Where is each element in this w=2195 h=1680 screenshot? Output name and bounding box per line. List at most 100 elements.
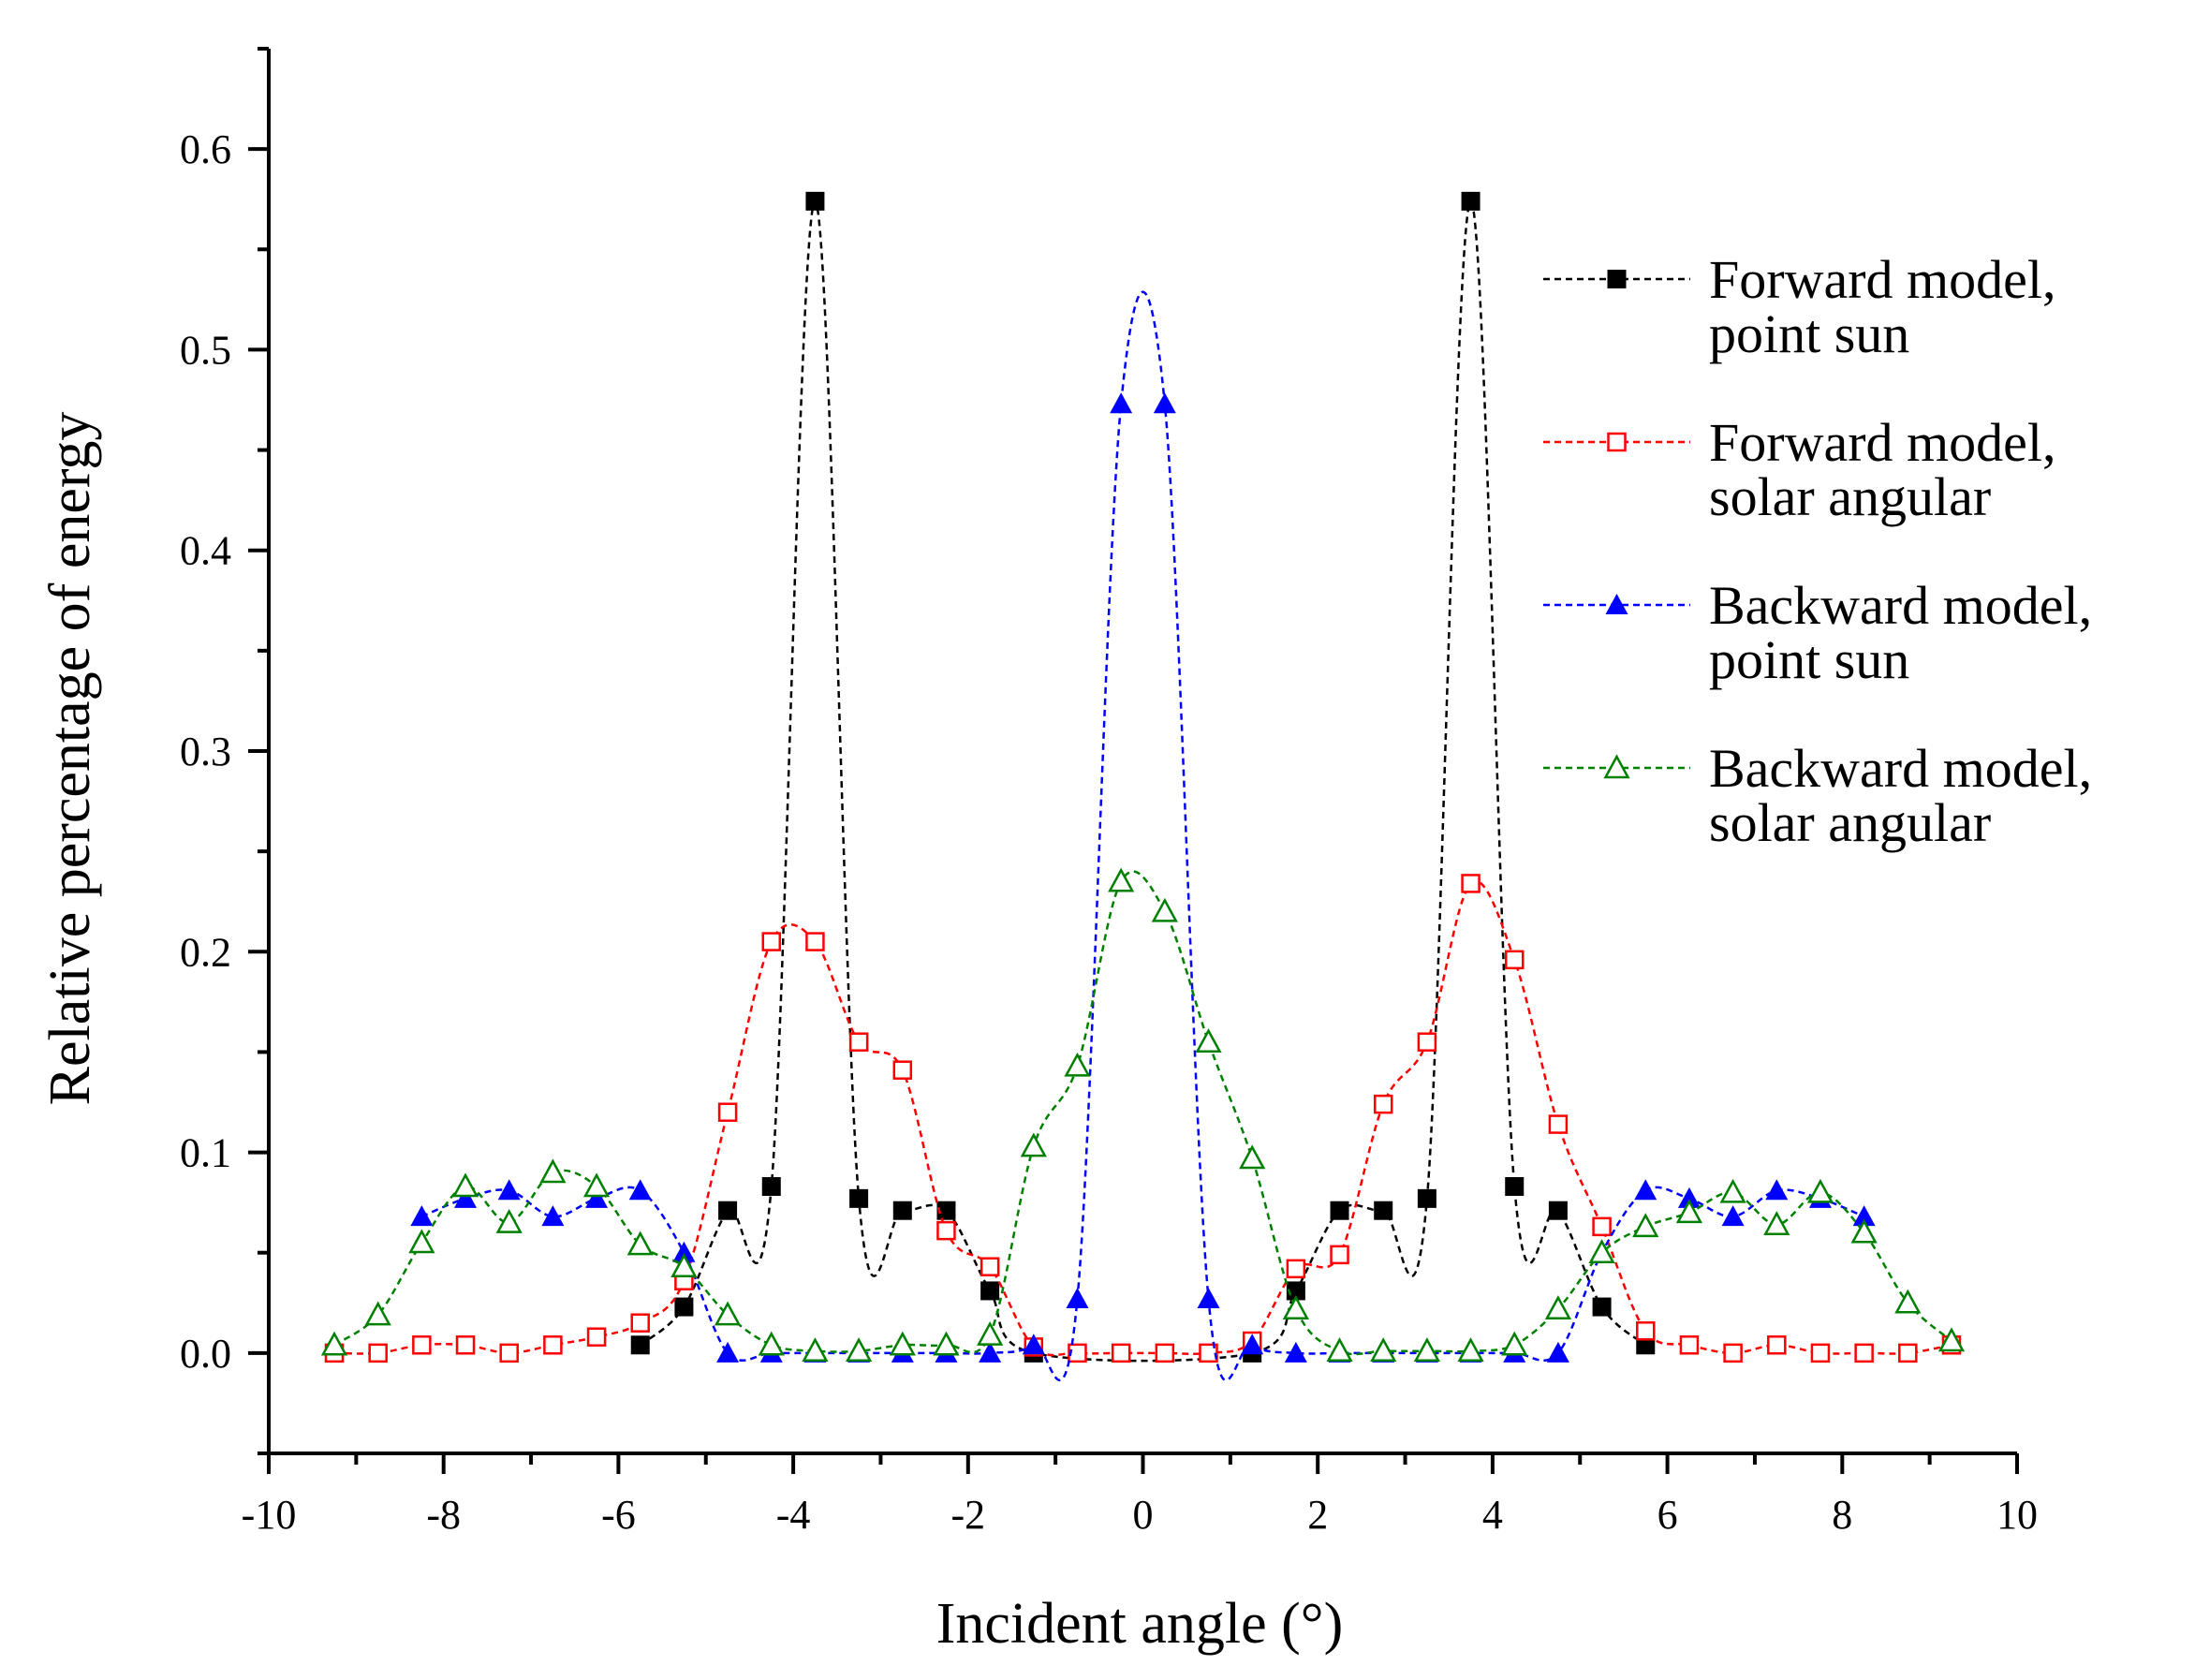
data-point [1679,1335,1700,1355]
data-point [1110,392,1133,414]
data-point [1286,1281,1305,1301]
data-point [1850,1218,1878,1244]
data-point [1197,1288,1220,1308]
data-point [1544,1295,1572,1319]
legend-marker [1603,754,1630,779]
data-point [1155,1343,1175,1363]
data-point [1501,1331,1528,1356]
data-point [980,1257,1000,1276]
data-point [1719,1178,1746,1203]
data-point [497,1179,521,1201]
data-point [1677,1186,1701,1208]
data-point [805,932,825,951]
legend-label: solar angular [1709,466,1991,527]
x-tick-label: 0 [1133,1492,1154,1538]
data-point [1239,1144,1266,1170]
x-axis-title: Incident angle (°) [936,1592,1343,1656]
x-tick-label: 8 [1832,1492,1852,1538]
data-point [1413,1337,1440,1362]
data-point [1108,867,1135,892]
legend-label: Backward model, [1709,575,2092,636]
data-point [716,1341,740,1363]
legend-marker [1607,270,1627,288]
data-point [1854,1343,1874,1363]
data-point [495,1208,523,1233]
y-tick-label: 0.2 [180,929,231,975]
data-point [892,1060,913,1080]
data-point [1852,1205,1876,1227]
x-tick-label: -2 [950,1492,985,1538]
data-point [1546,1341,1569,1363]
data-point [364,1301,391,1326]
legend-label: Backward model, [1709,738,2092,799]
data-point [1632,1213,1659,1238]
data-point [1763,1211,1790,1235]
y-tick-label: 0.3 [180,729,231,774]
series-backward-model-point-sun [410,290,1876,1382]
data-point [408,1229,435,1254]
data-point [848,1032,869,1052]
data-point [1592,1297,1612,1317]
data-point [936,1220,956,1241]
data-point [1020,1132,1047,1157]
data-point [1022,1334,1045,1355]
data-point [1504,950,1525,970]
data-point [626,1231,654,1256]
series-layer [320,191,1966,1382]
data-point [1634,1179,1657,1201]
x-tick-label: 10 [1996,1492,2038,1538]
data-point [1461,874,1481,893]
data-point [805,191,825,211]
axes: -10 -8 -6 -4 -2 0 2 4 6 8 10 0.0 0.1 0.2 0.3 0.4 0.5 0.6 [180,47,2038,1538]
data-point [1241,1334,1264,1355]
data-point [1282,1295,1309,1319]
data-point [1461,191,1481,211]
data-point [499,1343,519,1363]
data-point [541,1205,565,1227]
x-tick-label: -8 [426,1492,461,1538]
y-tick-label: 0.4 [180,528,231,574]
data-point [630,1313,650,1333]
data-point [455,1335,476,1355]
series-line [420,290,1865,1382]
data-point [717,1102,738,1122]
x-tick-label: 2 [1307,1492,1328,1538]
y-tick-label: 0.5 [180,327,231,373]
data-point [1548,1201,1568,1220]
legend-label: point sun [1709,303,1909,364]
data-point [670,1253,698,1277]
data-point [1723,1343,1743,1363]
data-point [451,1172,479,1198]
data-point [585,1186,609,1208]
legend-item-forward-model-solar-angular: Forward model,solar angular [1543,412,2056,527]
data-point [543,1335,563,1355]
data-point [582,1172,611,1198]
data-point [936,1201,956,1220]
y-tick-label: 0.6 [180,126,231,172]
x-tick-label: 4 [1482,1492,1503,1538]
data-point [1064,1052,1091,1077]
data-point [628,1179,652,1201]
data-point [320,1331,348,1356]
data-point [586,1327,607,1347]
data-point [1330,1201,1349,1220]
data-point [1675,1199,1703,1224]
series-line [639,199,1647,1363]
data-point [979,1341,1002,1363]
data-point [412,1335,432,1355]
x-tick-label: -4 [776,1492,811,1538]
legend-label: Forward model, [1709,249,2056,310]
y-tick-label: 0.0 [180,1331,231,1377]
data-point [1457,1337,1484,1362]
data-point [1286,1259,1306,1279]
y-tick-label: 0.1 [180,1130,231,1176]
legend-item-forward-model-point-sun: Forward model,point sun [1543,249,2056,364]
data-point [630,1335,650,1355]
data-point [1284,1341,1307,1363]
data-point [1810,1343,1831,1363]
data-point [802,1337,829,1362]
data-point [1765,1179,1789,1201]
data-point [1068,1343,1087,1363]
data-point [1199,1343,1218,1363]
